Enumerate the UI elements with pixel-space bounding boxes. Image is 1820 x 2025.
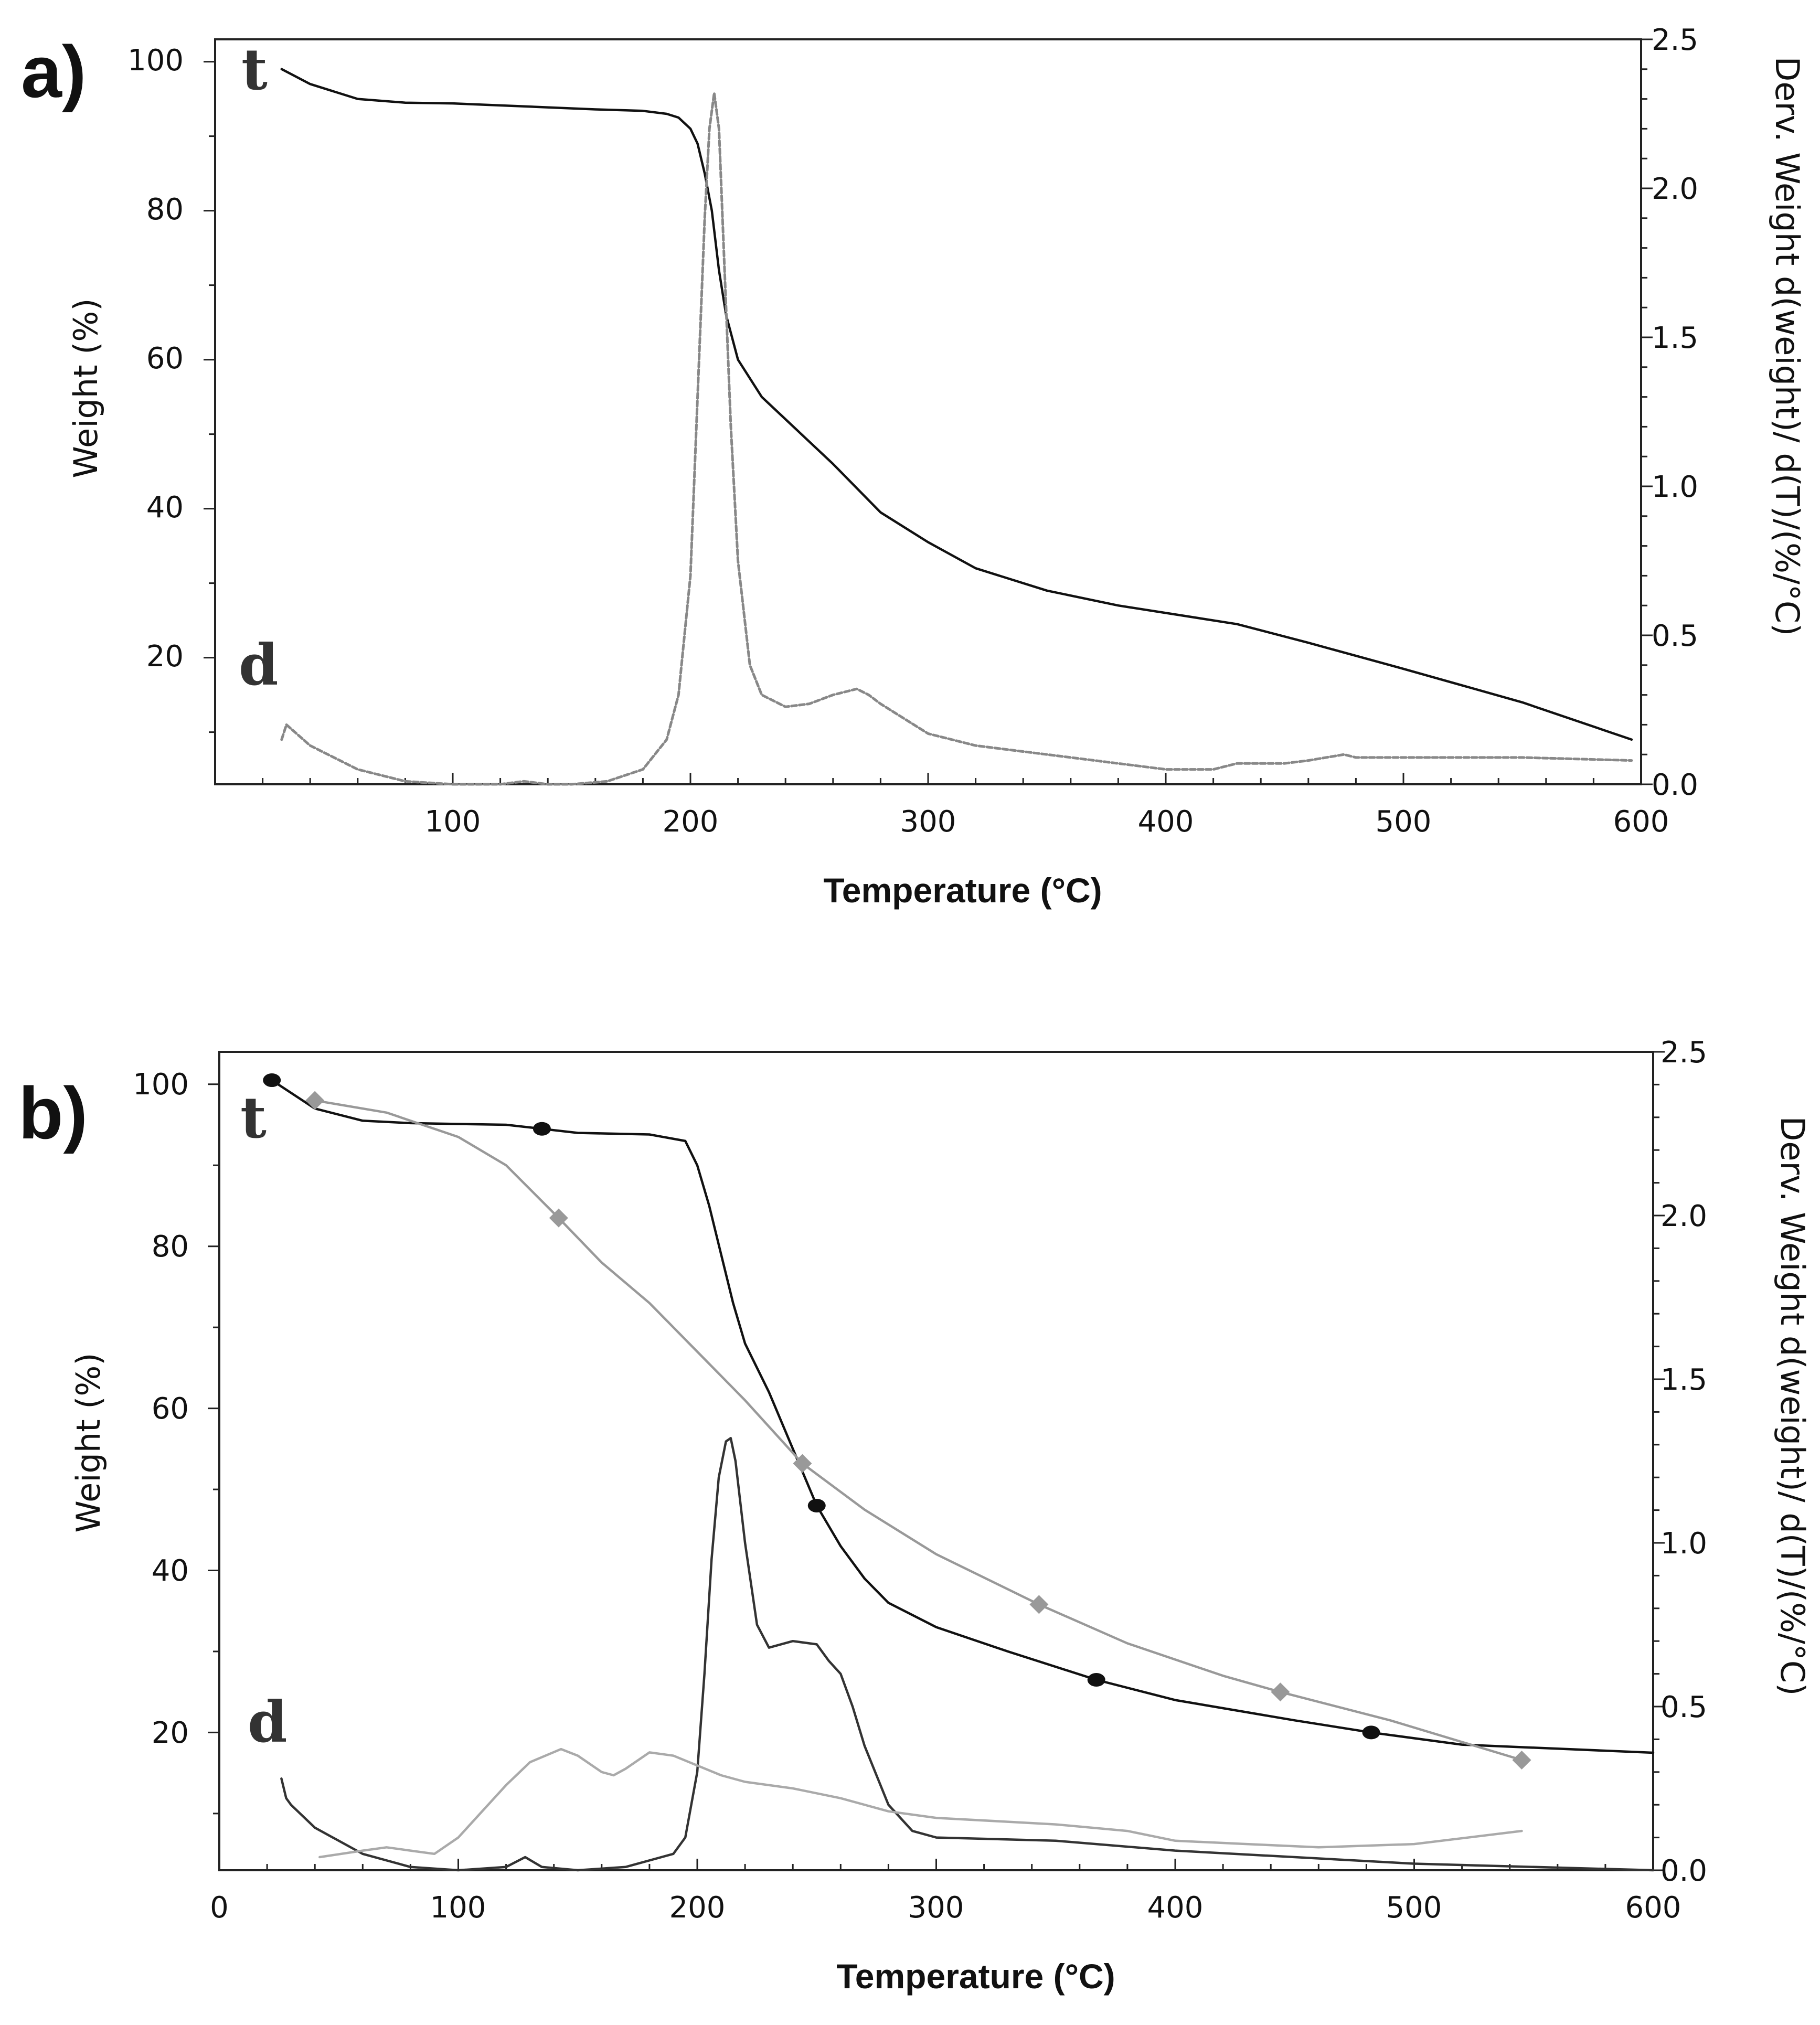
curve-label-d: d — [248, 1689, 288, 1755]
series-line — [280, 68, 1633, 741]
x-tick-label: 600 — [1625, 1891, 1681, 1925]
y-tick-label: 40 — [146, 491, 184, 525]
y2-tick-label: 0.5 — [1661, 1690, 1707, 1724]
y2-tick-label: 1.0 — [1652, 470, 1698, 504]
x-tick-label: 600 — [1613, 805, 1669, 839]
y-tick-label: 20 — [146, 640, 184, 674]
y-tick-label: 60 — [152, 1392, 189, 1426]
x-tick-label: 500 — [1386, 1891, 1442, 1925]
x-tick-label: 400 — [1138, 805, 1194, 839]
series-marker — [533, 1122, 551, 1136]
y2-tick-label: 0.0 — [1661, 1854, 1707, 1888]
series-marker — [807, 1498, 826, 1512]
series-marker — [305, 1091, 325, 1110]
axis-ticks — [208, 1051, 1665, 1871]
x-tick-label: 200 — [663, 805, 719, 839]
curve-label-t: t — [241, 37, 268, 103]
series-group — [263, 1073, 1655, 1872]
series-marker — [1087, 1673, 1105, 1687]
y2-tick-label: 2.0 — [1652, 172, 1698, 206]
y-tick-label: 20 — [152, 1716, 189, 1750]
y-tick-label: 100 — [127, 44, 184, 78]
y2-tick-label: 0.5 — [1652, 619, 1698, 653]
series-marker — [1271, 1682, 1290, 1702]
panel-label: a) — [21, 30, 86, 113]
x-tick-label: 400 — [1147, 1891, 1204, 1925]
y-tick-label: 80 — [146, 193, 184, 227]
y2-axis-title: Derv. Weight d(weight)/ d(T)/(%/°C) — [1773, 1116, 1812, 1696]
series-line — [280, 1437, 1655, 1872]
y-tick-label: 60 — [146, 342, 184, 376]
curve-label-t: t — [240, 1085, 267, 1151]
y2-tick-label: 1.5 — [1661, 1363, 1707, 1397]
series-marker — [793, 1454, 812, 1473]
y-axis-title: Weight (%) — [67, 299, 105, 478]
y-tick-label: 40 — [152, 1554, 189, 1588]
x-tick-label: 500 — [1376, 805, 1432, 839]
series-line — [280, 91, 1633, 786]
series-group — [280, 68, 1633, 786]
panel-b: 0 100 200 300 400 500 600 20 40 60 80 10… — [18, 1036, 1812, 1996]
series-marker — [263, 1073, 281, 1088]
x-tick-label: 100 — [425, 805, 481, 839]
series-marker — [1512, 1750, 1531, 1770]
curve-label-d: d — [239, 632, 279, 698]
axis-ticks — [204, 38, 1653, 785]
y2-tick-label: 1.5 — [1652, 321, 1698, 355]
panel-label: b) — [18, 1072, 88, 1154]
x-tick-label: 300 — [908, 1891, 964, 1925]
x-axis-title: Temperature (°C) — [836, 1957, 1115, 1996]
y2-tick-label: 2.5 — [1661, 1036, 1707, 1070]
y-tick-label: 80 — [152, 1230, 189, 1264]
series-line — [313, 1099, 1523, 1762]
panel-a: 100 200 300 400 500 600 20 40 60 80 100 … — [21, 23, 1806, 910]
series-marker — [1362, 1725, 1380, 1740]
x-tick-label: 300 — [900, 805, 956, 839]
series-line — [318, 1747, 1523, 1859]
y2-tick-label: 1.0 — [1661, 1527, 1707, 1561]
y2-tick-label: 0.0 — [1652, 768, 1698, 802]
y2-tick-label: 2.5 — [1652, 23, 1698, 57]
series-line — [270, 1079, 1655, 1754]
y2-axis-title: Derv. Weight d(weight)/ d(T)/(%/°C) — [1768, 57, 1806, 636]
plot-frame — [214, 38, 1642, 785]
x-tick-label: 100 — [430, 1891, 486, 1925]
series-marker — [1029, 1595, 1049, 1614]
y-tick-label: 100 — [133, 1068, 189, 1102]
x-tick-label: 0 — [210, 1891, 229, 1925]
x-axis-title: Temperature (°C) — [823, 871, 1102, 910]
x-tick-label: 200 — [669, 1891, 726, 1925]
plot-frame — [218, 1051, 1654, 1871]
y2-tick-label: 2.0 — [1661, 1199, 1707, 1233]
series-marker — [549, 1208, 568, 1228]
y-axis-title: Weight (%) — [69, 1353, 108, 1533]
